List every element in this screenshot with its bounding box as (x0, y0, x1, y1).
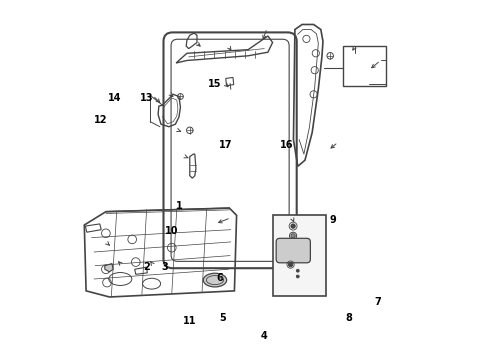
Circle shape (288, 262, 292, 267)
Text: 9: 9 (328, 215, 335, 225)
Text: 13: 13 (140, 93, 153, 103)
Text: 2: 2 (143, 262, 150, 272)
Circle shape (290, 234, 295, 238)
Text: 4: 4 (261, 330, 267, 341)
Text: 5: 5 (218, 312, 225, 323)
Circle shape (296, 269, 299, 272)
Text: 1: 1 (175, 201, 182, 211)
Circle shape (290, 224, 295, 228)
Bar (272, 215, 325, 296)
Text: 3: 3 (161, 262, 167, 272)
Text: 16: 16 (280, 140, 293, 150)
Bar (343, 46, 385, 86)
Text: 15: 15 (208, 78, 221, 89)
FancyBboxPatch shape (276, 238, 310, 263)
Text: 10: 10 (164, 226, 178, 236)
Circle shape (296, 275, 299, 278)
Polygon shape (104, 264, 113, 272)
Text: 14: 14 (108, 93, 122, 103)
Text: 11: 11 (183, 316, 196, 326)
Text: 7: 7 (373, 297, 380, 307)
Text: 8: 8 (345, 312, 352, 323)
Text: 12: 12 (94, 114, 107, 125)
Text: 6: 6 (216, 273, 223, 283)
Ellipse shape (203, 273, 226, 287)
Text: 17: 17 (219, 140, 232, 150)
